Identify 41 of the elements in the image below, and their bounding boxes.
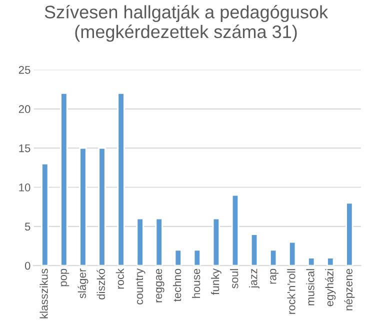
bar: [250, 234, 258, 266]
y-tick-label: 25: [18, 66, 30, 74]
x-tick-label: house: [192, 268, 200, 298]
chart-title: Szívesen hallgatják a pedagógusok (megkérdezettek száma 31): [44, 4, 328, 42]
x-tick-label: rock: [116, 268, 124, 289]
bar: [346, 202, 354, 266]
x-tick-label: reggae: [156, 268, 164, 302]
bar: [41, 163, 49, 266]
x-tick-label: jazz: [249, 268, 260, 288]
x-tick-label: country: [136, 268, 146, 304]
x-tick-label: rock'n'roll: [287, 269, 296, 314]
bar: [60, 92, 68, 266]
bar: [308, 257, 316, 266]
x-tick-label: népzene: [344, 268, 355, 310]
x-tick-label: soul: [230, 269, 238, 288]
bar: [326, 257, 334, 266]
x-tick-label: klasszikus: [40, 268, 48, 318]
y-tick-label: 0: [24, 262, 30, 270]
x-tick-label: musical: [306, 269, 314, 306]
bar: [174, 249, 182, 266]
x-tick-label: pop: [60, 268, 70, 286]
x-tick-label: rap: [270, 268, 278, 284]
bar: [193, 249, 201, 266]
x-tick-label: diszkó: [96, 268, 105, 300]
bar: [117, 92, 125, 266]
bar: [269, 249, 278, 266]
x-tick-label: egyházi: [325, 269, 336, 306]
y-tick-label: 5: [24, 222, 30, 231]
bar: [212, 218, 220, 266]
bar: [79, 147, 87, 266]
y-tick-label: 20: [18, 105, 30, 114]
bar: [231, 194, 240, 266]
x-tick-label: sláger: [78, 268, 88, 298]
bar: [288, 241, 296, 266]
bar: [98, 147, 106, 266]
x-tick-label: techno: [172, 268, 182, 302]
bar: [155, 218, 163, 266]
y-tick-label: 15: [19, 144, 30, 152]
y-tick-label: 10: [19, 184, 30, 192]
x-tick-label: funky: [211, 268, 222, 295]
bar: [136, 218, 144, 266]
